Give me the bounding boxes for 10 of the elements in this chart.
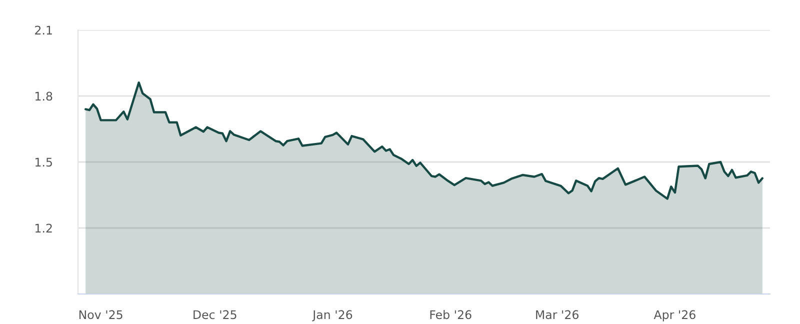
y-tick-label: 1.5 [36, 158, 52, 167]
x-tick-label: Jan '26 [312, 310, 352, 322]
x-tick-label: Apr '26 [654, 310, 696, 322]
x-tick-label: Feb '26 [430, 310, 472, 320]
x-tick-label: Mar '26 [536, 310, 578, 320]
y-tick-label: 1.2 [36, 224, 52, 232]
y-tick-label: 1.8 [36, 92, 52, 101]
y-tick-label: 2.1 [35, 26, 52, 34]
x-tick-label: Nov '25 [79, 310, 122, 320]
x-tick-label: Dec '25 [194, 310, 236, 320]
